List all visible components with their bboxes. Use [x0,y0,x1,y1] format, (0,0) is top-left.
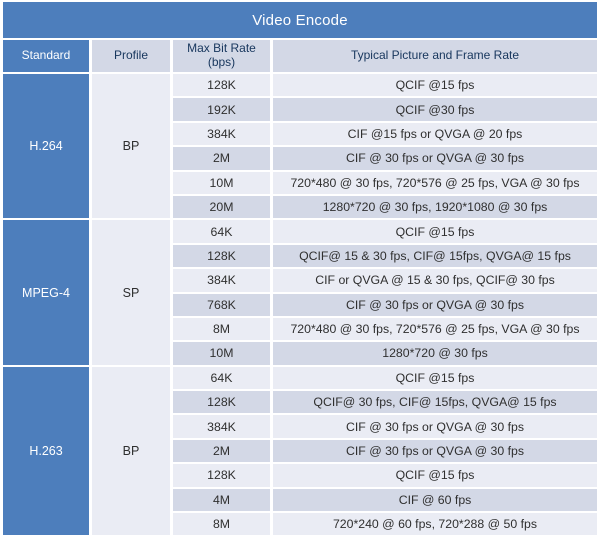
profile-cell: BP [92,74,170,219]
table-row: 10M 720*480 @ 30 fps, 720*576 @ 25 fps, V… [3,171,597,194]
bitrate-cell: 384K [173,122,270,146]
table-row: 2M CIF @ 30 fps or QVGA @ 30 fps [3,439,597,463]
table-row: 128K QCIF@ 15 & 30 fps, CIF@ 15fps, QVGA@… [3,244,597,268]
picture-frame-rate-cell: CIF @ 60 fps [273,488,597,512]
column-header-max-bit-rate-line1: Max Bit Rate [187,41,256,56]
picture-frame-rate-cell: 720*480 @ 30 fps, 720*576 @ 25 fps, VGA … [273,171,597,194]
bitrate-cell: 384K [173,269,270,292]
column-header-max-bit-rate: Max Bit Rate (bps) [173,40,270,72]
picture-frame-rate-cell: CIF @ 30 fps or QVGA @ 30 fps [273,147,597,170]
picture-frame-rate-cell: QCIF@ 15 & 30 fps, CIF@ 15fps, QVGA@ 15 … [273,244,597,268]
table-row: 10M 1280*720 @ 30 fps [3,342,597,365]
column-header-row: Standard Profile Max Bit Rate (bps) Typi… [3,40,597,72]
bitrate-cell: 192K [173,98,270,121]
table-row: 8M 720*240 @ 60 fps, 720*288 @ 50 fps [3,513,597,536]
bitrate-cell: 128K [173,464,270,487]
column-header-typical: Typical Picture and Frame Rate [273,40,597,72]
bitrate-cell: 64K [173,366,270,390]
bitrate-cell: 768K [173,293,270,316]
standard-cell: H.263 [3,366,89,536]
picture-frame-rate-cell: 1280*720 @ 30 fps [273,342,597,365]
bitrate-cell: 20M [173,195,270,219]
standard-cell: MPEG-4 [3,220,89,365]
picture-frame-rate-cell: QCIF @15 fps [273,74,597,97]
column-header-profile: Profile [92,40,170,72]
picture-frame-rate-cell: 720*480 @ 30 fps, 720*576 @ 25 fps, VGA … [273,317,597,341]
profile-cell: SP [92,220,170,365]
picture-frame-rate-cell: QCIF @15 fps [273,464,597,487]
picture-frame-rate-cell: QCIF @15 fps [273,366,597,390]
table-row: 768K CIF @ 30 fps or QVGA @ 30 fps [3,293,597,316]
table-row: H.263 BP 64K QCIF @15 fps [3,366,597,536]
bitrate-cell: 128K [173,244,270,268]
standard-cell: H.264 [3,74,89,219]
bitrate-cell: 128K [173,74,270,97]
bitrate-cell: 2M [173,439,270,463]
picture-frame-rate-cell: QCIF @15 fps [273,220,597,243]
table-title: Video Encode [3,2,597,38]
picture-frame-rate-cell: 720*240 @ 60 fps, 720*288 @ 50 fps [273,513,597,536]
bitrate-cell: 8M [173,317,270,341]
picture-frame-rate-cell: CIF or QVGA @ 15 & 30 fps, QCIF@ 30 fps [273,269,597,292]
bitrate-cell: 2M [173,147,270,170]
bitrate-cell: 8M [173,513,270,536]
table-row: 384K CIF @15 fps or QVGA @ 20 fps [3,122,597,146]
picture-frame-rate-cell: CIF @ 30 fps or QVGA @ 30 fps [273,439,597,463]
table-row: 4M CIF @ 60 fps [3,488,597,512]
bitrate-cell: 384K [173,415,270,438]
table-row: H.264 BP 128K QCIF @15 fps [3,74,597,219]
bitrate-cell: 4M [173,488,270,512]
profile-cell: BP [92,366,170,536]
column-header-standard: Standard [3,40,89,72]
table-row: MPEG-4 SP 64K QCIF @15 fps [3,220,597,365]
table-row: 2M CIF @ 30 fps or QVGA @ 30 fps [3,147,597,170]
bitrate-cell: 128K [173,391,270,414]
picture-frame-rate-cell: QCIF @30 fps [273,98,597,121]
table-row: 384K CIF @ 30 fps or QVGA @ 30 fps [3,415,597,438]
table-row: 20M 1280*720 @ 30 fps, 1920*1080 @ 30 fps [3,195,597,219]
picture-frame-rate-cell: QCIF@ 30 fps, CIF@ 15fps, QVGA@ 15 fps [273,391,597,414]
table-row: 192K QCIF @30 fps [3,98,597,121]
table-row: 8M 720*480 @ 30 fps, 720*576 @ 25 fps, VG… [3,317,597,341]
table-row: 384K CIF or QVGA @ 15 & 30 fps, QCIF@ 30 … [3,269,597,292]
bitrate-cell: 10M [173,342,270,365]
picture-frame-rate-cell: 1280*720 @ 30 fps, 1920*1080 @ 30 fps [273,195,597,219]
table-row: 128K QCIF @15 fps [3,464,597,487]
table-row: 128K QCIF@ 30 fps, CIF@ 15fps, QVGA@ 15 f… [3,391,597,414]
picture-frame-rate-cell: CIF @15 fps or QVGA @ 20 fps [273,122,597,146]
title-row: Video Encode [3,2,597,38]
bitrate-cell: 10M [173,171,270,194]
picture-frame-rate-cell: CIF @ 30 fps or QVGA @ 30 fps [273,293,597,316]
column-header-max-bit-rate-unit: (bps) [207,55,236,69]
picture-frame-rate-cell: CIF @ 30 fps or QVGA @ 30 fps [273,415,597,438]
bitrate-cell: 64K [173,220,270,243]
